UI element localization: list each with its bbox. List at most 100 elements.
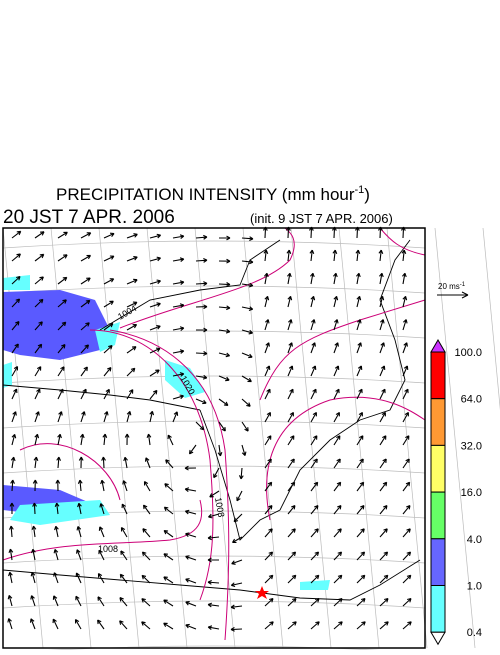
wind-arrow [333, 319, 339, 331]
wind-arrow [75, 572, 82, 584]
colorbar-label: 0.4 [467, 627, 482, 639]
wind-arrow [53, 572, 59, 584]
wind-arrow [232, 536, 243, 544]
wind-arrow [141, 574, 151, 584]
wind-arrow [126, 411, 132, 423]
wind-arrow [287, 388, 294, 400]
title-text: PRECIPITATION INTENSITY (mm hour [56, 185, 355, 204]
wind-arrow [97, 573, 105, 584]
wind-arrow [310, 528, 319, 538]
wind-arrow [287, 411, 294, 423]
isobar [119, 227, 295, 329]
wind-arrow [119, 597, 128, 607]
wind-arrow [264, 551, 274, 561]
wind-arrow [333, 481, 342, 492]
wind-arrow [230, 626, 243, 632]
wind-arrow [217, 444, 223, 457]
wind-arrow [172, 372, 185, 377]
wind-arrow [356, 342, 362, 354]
wind-arrow [287, 481, 296, 492]
wind-arrow [126, 301, 138, 308]
wind-arrow [195, 304, 208, 310]
wind-arrow [54, 525, 59, 538]
location-star [255, 586, 269, 599]
meridian [242, 227, 284, 649]
coastline [199, 239, 411, 541]
wind-arrow [264, 597, 274, 607]
wind-arrow [264, 504, 273, 515]
wind-arrow [208, 513, 220, 519]
colorbar-label: 1.0 [467, 581, 482, 593]
wind-arrow [103, 322, 114, 331]
wind-arrow [379, 574, 389, 584]
wind-arrow [287, 574, 297, 584]
coastline [99, 239, 281, 331]
wind-arrow [332, 272, 338, 285]
wind-arrow [33, 456, 39, 469]
wind-arrow [11, 275, 21, 285]
wind-arrow [236, 490, 243, 502]
wind-arrow [172, 326, 185, 331]
wind-arrow [31, 548, 36, 561]
wind-arrow [80, 388, 87, 400]
wind-arrow [333, 342, 339, 354]
wind-arrow [333, 458, 341, 469]
wind-arrow [57, 388, 64, 400]
wind-arrow [185, 600, 197, 607]
wind-arrow [34, 433, 40, 446]
wind-arrow [7, 594, 13, 607]
wind-arrow [11, 366, 19, 377]
meridian [482, 227, 500, 411]
wind-arrow [379, 551, 389, 561]
wind-arrow [287, 528, 296, 538]
wind-arrow [103, 366, 112, 377]
wind-arrow [34, 231, 45, 239]
wind-arrow [75, 595, 82, 607]
map-grid [2, 227, 500, 654]
wind-arrow [264, 574, 274, 584]
wind-arrow [122, 480, 128, 492]
wind-arrow [401, 249, 407, 262]
wind-arrow [379, 411, 386, 423]
wind-arrow [310, 411, 317, 423]
wind-arrow [379, 458, 387, 469]
init-time: (init. 9 JST 7 APR. 2006) [250, 211, 393, 226]
wind-arrow [80, 254, 91, 262]
wind-arrow [119, 573, 128, 584]
wind-arrow [263, 272, 269, 285]
wind-arrow [103, 278, 115, 285]
precip-area [3, 275, 30, 290]
wind-arrow [119, 620, 128, 630]
wind-arrow [103, 232, 115, 239]
wind-arrow [264, 319, 270, 331]
valid-time: 20 JST 7 APR. 2006 [3, 207, 175, 228]
wind-arrow [264, 342, 270, 354]
wind-arrow [218, 305, 231, 311]
wind-arrow [264, 458, 272, 469]
wind-arrow [172, 349, 185, 354]
wind-arrow [57, 299, 67, 308]
wind-arrow [310, 342, 316, 354]
wind-arrow [103, 300, 114, 308]
wind-arrow [218, 328, 231, 334]
precip-area [165, 360, 205, 398]
parallel [2, 375, 426, 384]
wind-arrow [141, 551, 151, 561]
wind-arrow [402, 621, 412, 630]
wind-arrow [264, 621, 274, 630]
wind-arrow [287, 435, 295, 446]
colorbar-label: 4.0 [467, 534, 482, 546]
wind-arrow [218, 398, 229, 406]
isobar [259, 299, 426, 401]
wind-arrow [402, 411, 409, 423]
wind-arrow [402, 551, 412, 561]
wind-arrow [11, 388, 18, 400]
wind-arrow [31, 525, 37, 538]
wind-arrow [195, 351, 208, 356]
isobar [266, 396, 426, 521]
wind-arrow [52, 618, 59, 630]
colorbar-under [430, 631, 446, 646]
wind-arrow [165, 459, 174, 469]
wind-arrow [310, 319, 316, 331]
wind-arrow [34, 321, 43, 331]
